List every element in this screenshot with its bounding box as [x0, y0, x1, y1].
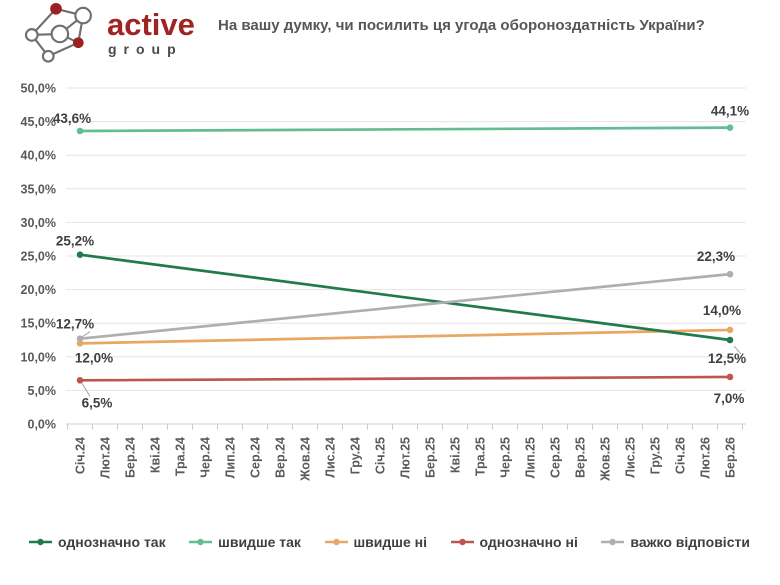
legend-item-3: швидше ні [324, 534, 427, 550]
x-tick-label: Лют.26 [699, 437, 713, 479]
x-tick-label: Бер.24 [124, 437, 138, 478]
x-tick-label: Гру.25 [649, 437, 663, 474]
active-group-logo: active group [14, 2, 195, 64]
data-point-marker [76, 377, 84, 384]
x-tick-label: Лип.24 [224, 437, 238, 478]
series-line [78, 126, 732, 133]
data-point-marker [76, 251, 84, 258]
legend-marker-icon [324, 538, 348, 546]
x-tick-label: Гру.24 [349, 437, 363, 474]
legend-marker-icon [189, 538, 213, 546]
x-tick-label: Тра.24 [174, 437, 188, 476]
data-point-label: 12,5% [708, 351, 746, 366]
y-tick-label: 50,0% [21, 82, 56, 96]
legend-marker-icon [601, 538, 625, 546]
x-tick-label: Вер.25 [574, 437, 588, 478]
series-line [78, 375, 732, 382]
y-tick-label: 15,0% [21, 317, 56, 331]
data-point-marker [726, 373, 734, 381]
data-point-label: 44,1% [711, 104, 749, 119]
legend-item-2: швидше так [188, 534, 301, 550]
chart-legend: однозначно так швидше так швидше ні однозна… [28, 534, 750, 550]
legend-label: швидше так [218, 534, 301, 550]
y-tick-label: 10,0% [21, 350, 56, 364]
series-однозначно-ні: 6,5% 7,0% [76, 373, 745, 410]
grid-lines [66, 87, 746, 425]
x-tick-label: Сер.25 [549, 437, 563, 478]
network-graph-icon [24, 2, 92, 63]
data-point-label: 12,0% [75, 350, 113, 365]
x-tick-label: Кві.25 [449, 437, 463, 473]
brand-subtext: group [108, 41, 183, 58]
series-швидше-так: 43,6% 44,1% [53, 104, 749, 135]
data-point-marker [76, 127, 84, 135]
x-axis-labels: Січ.24 Лют.24 Бер.24 Кві.24 Тра.24 Чер.24 Лип.… [74, 437, 738, 482]
legend-item-1: однозначно так [28, 534, 166, 550]
x-tick-label: Жов.24 [299, 437, 313, 482]
legend-item-5: важко відповісти [600, 534, 750, 550]
data-point-label: 43,6% [53, 111, 91, 126]
data-point-label: 25,2% [56, 234, 94, 249]
data-point-marker [726, 326, 734, 334]
series-швидше-ні: 12,0% 14,0% [75, 303, 741, 365]
legend-marker-icon [450, 538, 474, 546]
series-line [78, 253, 732, 342]
brand-name: active [107, 6, 195, 42]
chart-title: На вашу думку, чи посилить ця угода обор… [218, 17, 705, 34]
legend-label: важко відповісти [630, 534, 750, 550]
data-point-marker [76, 340, 84, 347]
legend-marker-icon [29, 538, 52, 546]
legend-label: однозначно так [58, 534, 166, 550]
data-point-label: 6,5% [82, 395, 113, 410]
x-tick-label: Жов.25 [599, 437, 613, 482]
x-tick-label: Кві.24 [149, 437, 163, 473]
series-line [78, 328, 732, 345]
y-axis-labels: 0,0% 5,0% 10,0% 15,0% 20,0% 25,0% 30,0% 35,0% 40… [21, 82, 56, 432]
x-tick-label: Лис.24 [324, 437, 338, 478]
data-point-label: 14,0% [703, 303, 741, 318]
data-point-label: 12,7% [56, 317, 94, 332]
x-tick-label: Чер.25 [499, 437, 513, 478]
y-tick-label: 0,0% [28, 418, 57, 432]
x-tick-label: Тра.25 [474, 437, 488, 476]
x-tick-label: Бер.26 [724, 437, 738, 478]
legend-label: однозначно ні [479, 534, 578, 550]
label-leader-line [80, 331, 91, 339]
x-tick-label: Бер.25 [424, 437, 438, 478]
data-point-marker [726, 124, 734, 131]
y-tick-label: 25,0% [21, 250, 56, 264]
x-tick-label: Січ.26 [674, 437, 688, 474]
x-tick-label: Лис.25 [624, 437, 638, 478]
series-line [78, 272, 732, 341]
series-однозначно-так: 25,2% 12,5% [56, 234, 746, 366]
x-tick-label: Січ.24 [74, 437, 88, 474]
label-leader-line [81, 383, 91, 397]
legend-item-4: однозначно ні [450, 534, 578, 550]
data-point-label: 7,0% [714, 391, 745, 406]
x-tick-label: Лют.25 [399, 437, 413, 479]
x-axis-ticks [67, 424, 743, 430]
x-tick-label: Січ.25 [374, 437, 388, 474]
x-tick-label: Лют.24 [99, 437, 113, 479]
legend-label: швидше ні [353, 534, 427, 550]
x-tick-label: Лип.25 [524, 437, 538, 478]
data-point-label: 22,3% [697, 249, 735, 264]
y-tick-label: 20,0% [21, 283, 56, 297]
x-tick-label: Вер.24 [274, 437, 288, 478]
y-tick-label: 45,0% [21, 115, 56, 129]
y-tick-label: 40,0% [21, 149, 56, 163]
y-tick-label: 35,0% [21, 182, 56, 196]
series-важко-відповісти: 12,7% 22,3% [56, 249, 735, 342]
x-tick-label: Чер.24 [199, 437, 213, 478]
x-tick-label: Сер.24 [249, 437, 263, 478]
data-point-marker [726, 336, 734, 344]
label-leader-line [733, 345, 742, 355]
data-point-marker [726, 270, 734, 278]
line-chart: 0,0% 5,0% 10,0% 15,0% 20,0% 25,0% 30,0% 35,0% 40… [21, 82, 750, 482]
y-tick-label: 30,0% [21, 216, 56, 230]
y-tick-label: 5,0% [28, 384, 57, 398]
